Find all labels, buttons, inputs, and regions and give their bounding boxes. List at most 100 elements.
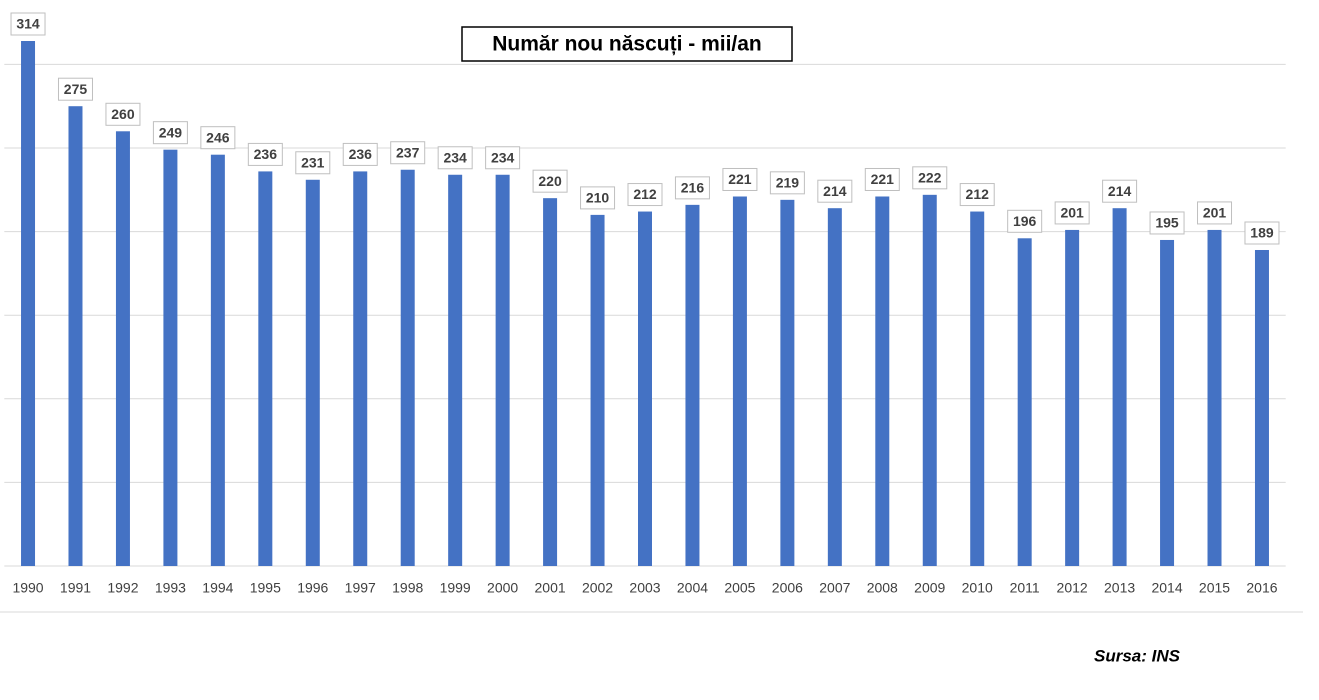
value-label-box (152, 121, 188, 145)
value-label-box (1102, 179, 1138, 203)
value-label: 196 (1013, 213, 1037, 229)
value-label-box (247, 142, 283, 166)
value-label-box (437, 146, 473, 170)
value-label: 237 (396, 144, 420, 160)
value-label: 249 (159, 124, 183, 140)
x-tick-label: 1991 (60, 580, 91, 596)
value-label: 236 (349, 146, 373, 162)
value-label: 221 (871, 171, 895, 187)
value-label: 314 (16, 16, 40, 32)
value-label: 189 (1250, 225, 1274, 241)
value-label: 221 (728, 171, 752, 187)
title-box (461, 26, 793, 62)
value-label: 231 (301, 154, 325, 170)
source-note: Sursa: INS (1094, 646, 1181, 665)
value-label-box (959, 183, 995, 207)
bar (21, 41, 36, 566)
value-label: 220 (538, 173, 562, 189)
bar (970, 211, 985, 567)
bar (1207, 229, 1222, 567)
value-label-box (10, 12, 46, 36)
bar (400, 169, 415, 566)
x-tick-label: 2013 (1104, 580, 1135, 596)
bar (685, 204, 700, 566)
bar (210, 154, 225, 566)
x-tick-label: 1993 (155, 580, 186, 596)
x-tick-label: 1994 (202, 580, 233, 596)
value-label-box (722, 167, 758, 191)
value-label: 236 (254, 146, 278, 162)
x-tick-label: 2004 (677, 580, 708, 596)
x-tick-label: 2001 (535, 580, 566, 596)
value-label-box (532, 169, 568, 193)
bar (163, 149, 178, 566)
value-label-box (390, 141, 426, 165)
x-tick-label: 2014 (1151, 580, 1182, 596)
x-tick-label: 1998 (392, 580, 423, 596)
value-label: 195 (1155, 215, 1179, 231)
value-label: 219 (776, 175, 800, 191)
value-label: 234 (443, 149, 467, 165)
value-label: 246 (206, 129, 230, 145)
x-tick-label: 2006 (772, 580, 803, 596)
x-tick-label: 1990 (12, 580, 43, 596)
value-label: 214 (1108, 183, 1132, 199)
bar (1017, 238, 1032, 566)
value-label-box (1054, 201, 1090, 225)
bar (495, 174, 510, 566)
x-tick-label: 1997 (345, 580, 376, 596)
x-tick-label: 1999 (440, 580, 471, 596)
x-tick-label: 2002 (582, 580, 613, 596)
x-tick-label: 2007 (819, 580, 850, 596)
x-tick-label: 2005 (724, 580, 755, 596)
bar (590, 214, 605, 566)
value-label-box (105, 102, 141, 126)
value-label: 201 (1203, 205, 1227, 221)
value-label: 275 (64, 81, 88, 97)
value-label-box (580, 186, 616, 210)
value-label-box (769, 171, 805, 195)
bar (1160, 239, 1175, 566)
bar (1112, 208, 1127, 566)
value-label: 216 (681, 180, 705, 196)
value-label-box (200, 126, 236, 150)
x-tick-label: 2015 (1199, 580, 1230, 596)
value-label-box (485, 146, 521, 170)
value-label: 210 (586, 190, 610, 206)
chart-title: Număr nou născuți - mii/an (492, 33, 762, 56)
bar (305, 179, 320, 567)
value-label-box (912, 166, 948, 190)
value-label: 214 (823, 183, 847, 199)
value-label-box (295, 151, 331, 175)
value-label: 222 (918, 170, 942, 186)
value-label-box (864, 167, 900, 191)
x-tick-label: 2011 (1010, 580, 1040, 596)
x-tick-label: 2009 (914, 580, 945, 596)
value-label-box (1244, 221, 1280, 245)
value-label: 260 (111, 106, 135, 122)
bar (258, 171, 273, 567)
bar (1254, 249, 1269, 566)
bar (448, 174, 463, 566)
bar (543, 198, 558, 567)
bar (732, 196, 747, 566)
x-tick-label: 2000 (487, 580, 518, 596)
x-tick-label: 2012 (1057, 580, 1088, 596)
value-label: 212 (966, 186, 990, 202)
x-tick-label: 2010 (962, 580, 993, 596)
value-label: 201 (1060, 205, 1084, 221)
bar (922, 194, 937, 566)
value-label-box (627, 183, 663, 207)
bar (68, 106, 83, 567)
value-label-box (1197, 201, 1233, 225)
x-tick-label: 2008 (867, 580, 898, 596)
value-label-box (674, 176, 710, 200)
bar (827, 208, 842, 566)
value-label-box (1007, 209, 1043, 233)
x-tick-label: 2003 (629, 580, 660, 596)
x-tick-label: 1995 (250, 580, 281, 596)
x-tick-label: 1996 (297, 580, 328, 596)
bar (780, 199, 795, 566)
bar (638, 211, 652, 567)
value-label-box (57, 77, 93, 101)
